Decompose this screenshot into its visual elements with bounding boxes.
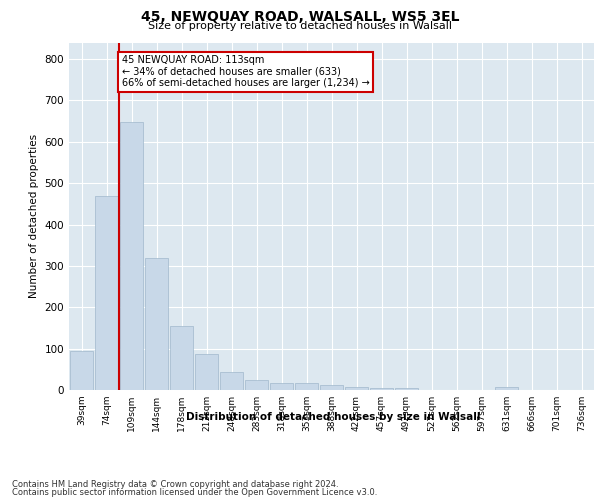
Bar [95,196,118,390]
Bar [295,383,318,390]
Y-axis label: Number of detached properties: Number of detached properties [29,134,39,298]
Bar [370,388,393,390]
Bar [270,382,293,390]
Text: Contains HM Land Registry data © Crown copyright and database right 2024.: Contains HM Land Registry data © Crown c… [12,480,338,489]
Bar [395,388,418,390]
Bar [120,122,143,390]
Bar [495,386,518,390]
Bar [195,354,218,390]
Bar [170,326,193,390]
Text: 45, NEWQUAY ROAD, WALSALL, WS5 3EL: 45, NEWQUAY ROAD, WALSALL, WS5 3EL [141,10,459,24]
Bar [245,380,268,390]
Text: 45 NEWQUAY ROAD: 113sqm
← 34% of detached houses are smaller (633)
66% of semi-d: 45 NEWQUAY ROAD: 113sqm ← 34% of detache… [121,55,369,88]
Bar [220,372,243,390]
Bar [70,350,93,390]
Bar [145,258,168,390]
Bar [320,384,343,390]
Bar [345,386,368,390]
Text: Distribution of detached houses by size in Walsall: Distribution of detached houses by size … [186,412,480,422]
Text: Size of property relative to detached houses in Walsall: Size of property relative to detached ho… [148,21,452,31]
Text: Contains public sector information licensed under the Open Government Licence v3: Contains public sector information licen… [12,488,377,497]
